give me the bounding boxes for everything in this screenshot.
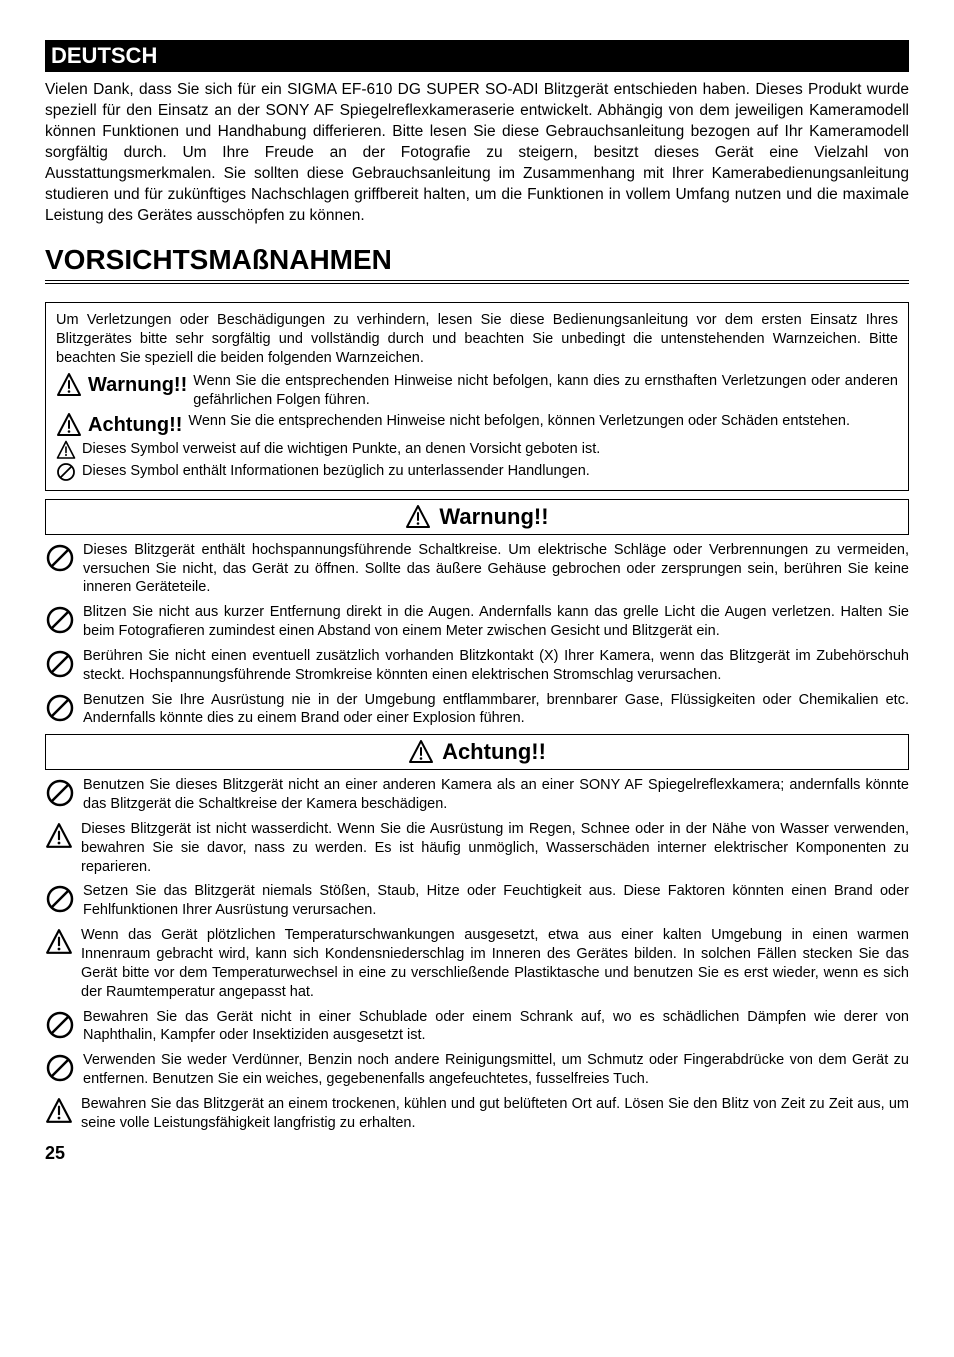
prohibit-icon [45, 605, 75, 635]
achtung-heading-text: Achtung!! [442, 739, 546, 765]
prohibit-symbol-explanation: Dieses Symbol enthält Informationen bezü… [56, 462, 898, 482]
box-intro-text: Um Verletzungen oder Beschädigungen zu v… [56, 311, 898, 368]
achtung-label: Achtung!! [88, 412, 182, 438]
warnung-item-text: Blitzen Sie nicht aus kurzer Entfernung … [83, 603, 909, 641]
caution-icon [45, 822, 73, 850]
prohibit-icon [45, 778, 75, 808]
caution-icon [56, 372, 82, 398]
warnung-heading-text: Warnung!! [439, 504, 548, 530]
caution-icon [408, 739, 434, 765]
caution-symbol-text: Dieses Symbol verweist auf die wichtigen… [82, 440, 600, 459]
warnung-label: Warnung!! [88, 372, 187, 398]
warnung-item: Benutzen Sie Ihre Ausrüstung nie in der … [45, 691, 909, 729]
language-header: DEUTSCH [45, 40, 909, 72]
achtung-definition-row: Achtung!! Wenn Sie die entsprechenden Hi… [56, 412, 898, 438]
achtung-item: Bewahren Sie das Gerät nicht in einer Sc… [45, 1008, 909, 1046]
achtung-heading-box: Achtung!! [45, 734, 909, 770]
page-number: 25 [45, 1143, 909, 1164]
caution-symbol-explanation: Dieses Symbol verweist auf die wichtigen… [56, 440, 898, 460]
warnung-item: Berühren Sie nicht einen eventuell zusät… [45, 647, 909, 685]
achtung-list: Benutzen Sie dieses Blitzgerät nicht an … [45, 776, 909, 1132]
achtung-item-text: Bewahren Sie das Blitzgerät an einem tro… [81, 1095, 909, 1133]
warnung-item: Blitzen Sie nicht aus kurzer Entfernung … [45, 603, 909, 641]
prohibit-icon [45, 1010, 75, 1040]
prohibit-icon [45, 649, 75, 679]
warnung-definition-row: Warnung!! Wenn Sie die entsprechenden Hi… [56, 372, 898, 410]
warnung-item-text: Dieses Blitzgerät enthält hochspannungsf… [83, 541, 909, 598]
prohibit-symbol-text: Dieses Symbol enthält Informationen bezü… [82, 462, 590, 481]
main-heading: VORSICHTSMAßNAHMEN [45, 244, 909, 284]
warnung-item-text: Benutzen Sie Ihre Ausrüstung nie in der … [83, 691, 909, 729]
achtung-item-text: Benutzen Sie dieses Blitzgerät nicht an … [83, 776, 909, 814]
caution-icon [56, 440, 76, 460]
achtung-item-text: Setzen Sie das Blitzgerät niemals Stößen… [83, 882, 909, 920]
achtung-item: Verwenden Sie weder Verdünner, Benzin no… [45, 1051, 909, 1089]
warnung-item-text: Berühren Sie nicht einen eventuell zusät… [83, 647, 909, 685]
achtung-item-text: Dieses Blitzgerät ist nicht wasserdicht.… [81, 820, 909, 877]
achtung-item: Dieses Blitzgerät ist nicht wasserdicht.… [45, 820, 909, 877]
warnung-definition-text: Wenn Sie die entsprechenden Hinweise nic… [193, 372, 898, 410]
achtung-item-text: Verwenden Sie weder Verdünner, Benzin no… [83, 1051, 909, 1089]
achtung-item: Setzen Sie das Blitzgerät niemals Stößen… [45, 882, 909, 920]
prohibit-icon [45, 693, 75, 723]
caution-icon [56, 412, 82, 438]
intro-paragraph: Vielen Dank, dass Sie sich für ein SIGMA… [45, 80, 909, 226]
prohibit-icon [56, 462, 76, 482]
achtung-item: Wenn das Gerät plötzlichen Temperatursch… [45, 926, 909, 1001]
prohibit-icon [45, 884, 75, 914]
caution-icon [45, 928, 73, 956]
achtung-item: Bewahren Sie das Blitzgerät an einem tro… [45, 1095, 909, 1133]
caution-icon [405, 504, 431, 530]
definitions-box: Um Verletzungen oder Beschädigungen zu v… [45, 302, 909, 490]
warnung-list: Dieses Blitzgerät enthält hochspannungsf… [45, 541, 909, 729]
achtung-item: Benutzen Sie dieses Blitzgerät nicht an … [45, 776, 909, 814]
achtung-item-text: Wenn das Gerät plötzlichen Temperatursch… [81, 926, 909, 1001]
prohibit-icon [45, 543, 75, 573]
achtung-definition-text: Wenn Sie die entsprechenden Hinweise nic… [188, 412, 850, 431]
warnung-item: Dieses Blitzgerät enthält hochspannungsf… [45, 541, 909, 598]
prohibit-icon [45, 1053, 75, 1083]
caution-icon [45, 1097, 73, 1125]
warnung-heading-box: Warnung!! [45, 499, 909, 535]
achtung-item-text: Bewahren Sie das Gerät nicht in einer Sc… [83, 1008, 909, 1046]
